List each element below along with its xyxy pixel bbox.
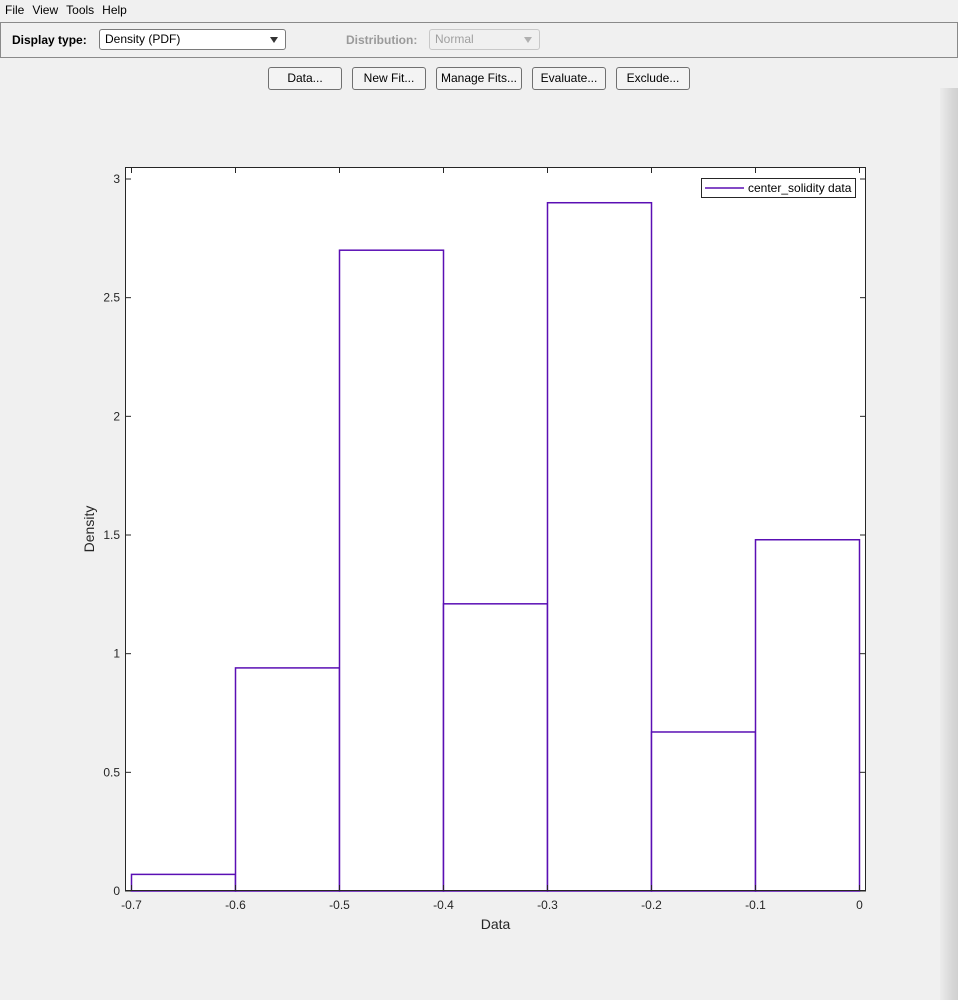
x-tick-label: -0.7 (121, 898, 142, 912)
menu-view[interactable]: View (32, 3, 59, 17)
legend[interactable]: center_solidity data (701, 178, 856, 198)
y-tick-label: 1.5 (103, 528, 120, 542)
x-tick-label: -0.1 (745, 898, 766, 912)
legend-box (701, 178, 856, 198)
histogram-bar-7 (754, 538, 861, 892)
x-tick-label: 0 (856, 898, 863, 912)
histogram-bar-6 (650, 731, 757, 892)
x-tick-label: -0.5 (329, 898, 350, 912)
y-tick-label: 0.5 (103, 765, 120, 779)
window-edge-shadow (940, 88, 958, 1000)
display-type-label: Display type: (12, 33, 87, 47)
histogram-bar-4 (442, 603, 549, 892)
new-fit-button[interactable]: New Fit... (352, 67, 426, 90)
display-type-value: Density (PDF) (105, 32, 181, 46)
data-button[interactable]: Data... (268, 67, 342, 90)
display-options-panel: Display type: Density (PDF) Distribution… (0, 22, 958, 58)
axes-box (125, 167, 866, 891)
y-tick-label: 0 (113, 884, 120, 898)
menu-tools[interactable]: Tools (66, 3, 95, 17)
display-type-dropdown[interactable]: Density (PDF) (99, 29, 286, 50)
y-tick-label: 3 (113, 172, 120, 186)
x-tick-label: -0.4 (433, 898, 454, 912)
y-axis-label: Density (81, 506, 97, 553)
x-tick-label: -0.6 (225, 898, 246, 912)
manage-fits-button[interactable]: Manage Fits... (436, 67, 522, 90)
y-tick-label: 2.5 (103, 291, 120, 305)
y-tick-label: 1 (113, 647, 120, 661)
histogram-bar-1 (130, 873, 237, 892)
menu-file[interactable]: File (5, 3, 25, 17)
x-tick-label: -0.3 (537, 898, 558, 912)
histogram-bar-2 (234, 667, 341, 892)
evaluate-button[interactable]: Evaluate... (532, 67, 606, 90)
chevron-down-icon (270, 37, 278, 43)
distribution-dropdown: Normal (429, 29, 540, 50)
legend-entry: center_solidity data (748, 181, 852, 195)
menu-bar: File View Tools Help (0, 0, 958, 20)
x-tick-label: -0.2 (641, 898, 662, 912)
y-tick-label: 2 (113, 409, 120, 423)
menu-help[interactable]: Help (102, 3, 127, 17)
distribution-label: Distribution: (346, 33, 418, 47)
exclude-button[interactable]: Exclude... (616, 67, 690, 90)
histogram-bar-3 (338, 249, 445, 892)
distribution-value: Normal (435, 32, 474, 46)
histogram-bar-5 (546, 201, 653, 892)
x-axis-label: Data (481, 916, 511, 932)
chevron-down-icon (524, 37, 532, 43)
